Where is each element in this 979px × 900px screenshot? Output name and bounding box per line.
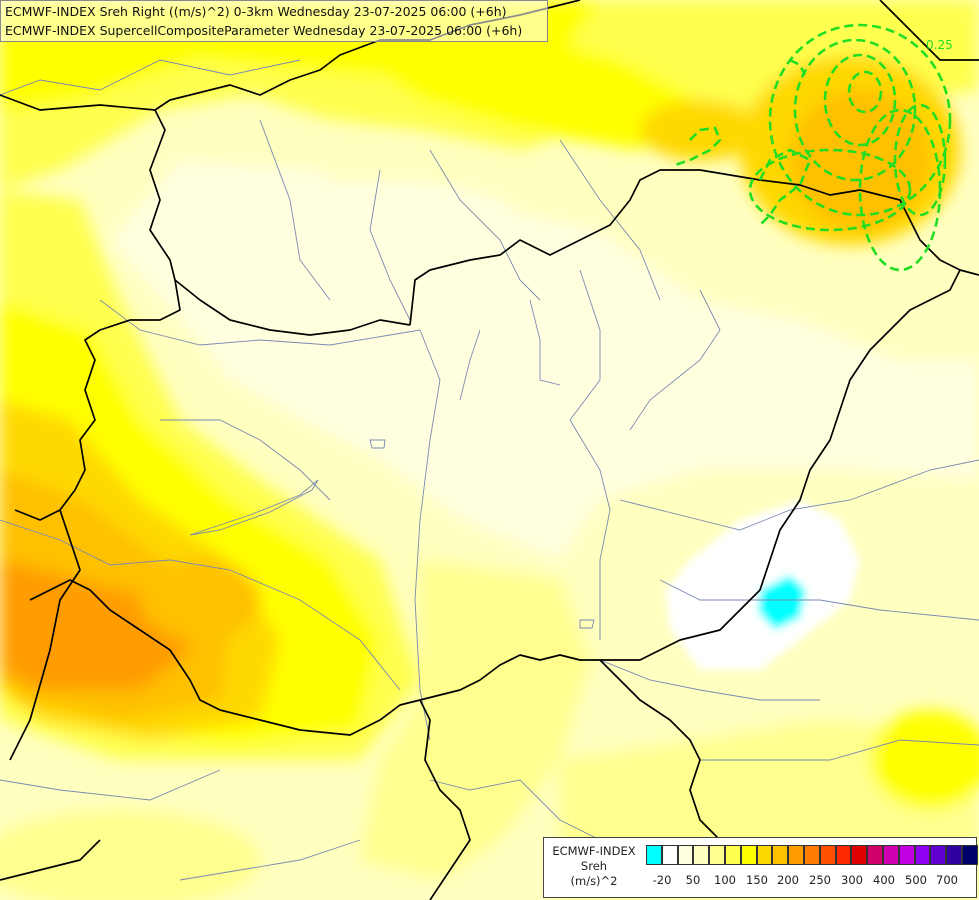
legend-swatch: [740, 845, 757, 865]
map-header: ECMWF-INDEX Sreh Right ((m/s)^2) 0-3km W…: [0, 0, 548, 42]
legend-swatch: [851, 845, 868, 865]
legend-swatch: [803, 845, 820, 865]
scp-contours-layer: [674, 23, 952, 272]
color-legend: ECMWF-INDEX Sreh (m/s)^2 -20 50 100 150 200 2…: [543, 837, 978, 898]
legend-tick-label: 250: [809, 873, 831, 887]
legend-tick-label: -20: [652, 873, 672, 887]
legend-swatch: [724, 845, 741, 865]
legend-tick-label: 700: [936, 873, 958, 887]
legend-swatch: [772, 845, 789, 865]
legend-swatch: [867, 845, 883, 865]
legend-swatch: [677, 845, 694, 865]
legend-swatch: [898, 845, 915, 865]
legend-title-3: (m/s)^2: [570, 874, 618, 888]
legend-swatch: [693, 845, 710, 865]
rivers-layer: [0, 59, 979, 881]
contour-label: 0.25: [926, 38, 953, 52]
legend-swatch: [961, 845, 978, 865]
legend-swatch: [788, 845, 804, 865]
legend-tick-label: 100: [714, 873, 736, 887]
legend-tick-label: 150: [746, 873, 768, 887]
legend-swatch: [914, 845, 931, 865]
legend-swatch: [709, 845, 725, 865]
header-line-2: ECMWF-INDEX SupercellCompositeParameter …: [5, 23, 523, 38]
legend-swatch: [661, 845, 678, 865]
legend-swatch: [882, 845, 899, 865]
legend-swatch: [835, 845, 852, 865]
header-line-1: ECMWF-INDEX Sreh Right ((m/s)^2) 0-3km W…: [5, 4, 507, 19]
legend-tick-label: 50: [685, 873, 701, 887]
legend-title-2: Sreh: [580, 859, 608, 873]
legend-tick-label: 400: [873, 873, 895, 887]
legend-title: ECMWF-INDEX Sreh (m/s)^2: [544, 844, 644, 889]
legend-swatch: [930, 845, 947, 865]
legend-tick-label: 500: [905, 873, 927, 887]
legend-tick-label: 200: [777, 873, 799, 887]
legend-ticks: -20 50 100 150 200 250 300 400 500 700: [646, 873, 976, 889]
legend-swatch: [946, 845, 962, 865]
legend-swatch: [756, 845, 773, 865]
legend-swatches: [646, 845, 978, 865]
legend-tick-label: 300: [841, 873, 863, 887]
legend-swatch: [646, 845, 662, 865]
legend-swatch: [819, 845, 836, 865]
legend-title-1: ECMWF-INDEX: [552, 844, 636, 858]
